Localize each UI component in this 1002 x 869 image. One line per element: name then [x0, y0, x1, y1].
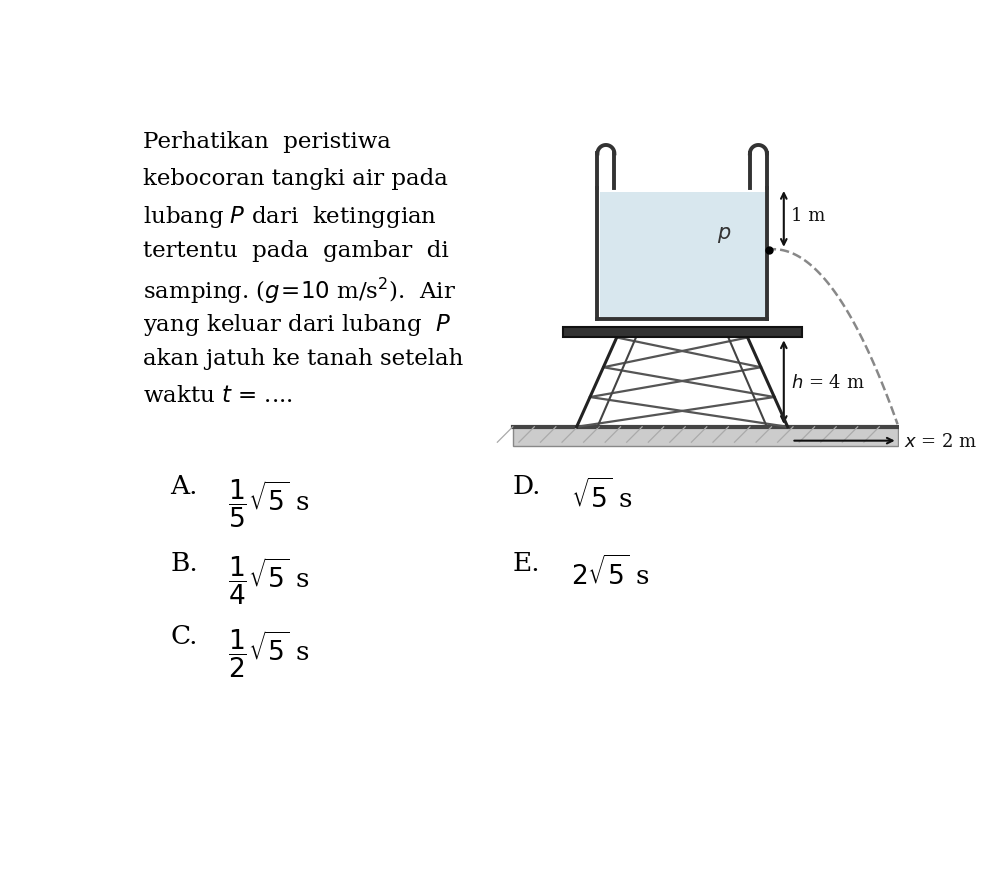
Bar	[600, 193, 765, 317]
Text: $\dfrac{1}{5}\sqrt{5}$ s: $\dfrac{1}{5}\sqrt{5}$ s	[227, 477, 310, 529]
Bar	[513, 428, 898, 447]
Text: C.: C.	[170, 623, 197, 648]
Text: tertentu  pada  gambar  di: tertentu pada gambar di	[143, 240, 449, 262]
Text: Perhatikan  peristiwa: Perhatikan peristiwa	[143, 131, 391, 153]
Text: B.: B.	[170, 550, 197, 575]
Text: lubang $P$ dari  ketinggian: lubang $P$ dari ketinggian	[143, 203, 437, 229]
Text: $\dfrac{1}{4}\sqrt{5}$ s: $\dfrac{1}{4}\sqrt{5}$ s	[227, 554, 310, 607]
Text: A.: A.	[170, 474, 197, 499]
Text: E.: E.	[513, 550, 540, 575]
Text: waktu $t$ = ....: waktu $t$ = ....	[143, 384, 293, 406]
Text: yang keluar dari lubang  $P$: yang keluar dari lubang $P$	[143, 312, 452, 338]
Text: kebocoran tangki air pada: kebocoran tangki air pada	[143, 168, 448, 189]
Text: $p$: $p$	[717, 224, 731, 244]
Text: $\sqrt{5}$ s: $\sqrt{5}$ s	[570, 477, 632, 512]
Text: $h$ = 4 m: $h$ = 4 m	[792, 374, 865, 392]
Bar	[563, 328, 802, 338]
Text: akan jatuh ke tanah setelah: akan jatuh ke tanah setelah	[143, 348, 463, 370]
Text: $x$ = 2 m: $x$ = 2 m	[904, 432, 977, 450]
Text: 1 m: 1 m	[792, 207, 826, 225]
Text: $\dfrac{1}{2}\sqrt{5}$ s: $\dfrac{1}{2}\sqrt{5}$ s	[227, 627, 310, 680]
Text: samping. ($g\!=\!10$ m/s$^2$).  Air: samping. ($g\!=\!10$ m/s$^2$). Air	[143, 275, 456, 306]
Text: D.: D.	[513, 474, 541, 499]
Text: $2\sqrt{5}$ s: $2\sqrt{5}$ s	[570, 554, 649, 589]
